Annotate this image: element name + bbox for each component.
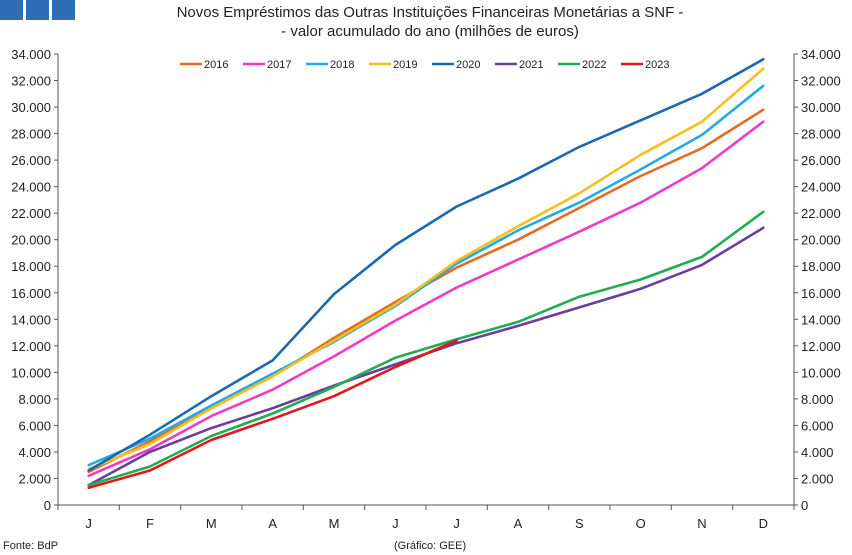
series-line-2019 <box>87 67 765 471</box>
y-tick-label-right: 30.000 <box>801 100 841 115</box>
y-tick-label-left: 18.000 <box>11 259 51 274</box>
y-tick-label-right: 0 <box>801 498 808 513</box>
y-tick-label-left: 20.000 <box>11 233 51 248</box>
y-tick-label-left: 32.000 <box>11 74 51 89</box>
logo-square <box>26 0 49 20</box>
y-tick-label-right: 22.000 <box>801 206 841 221</box>
y-tick-label-right: 8.000 <box>801 392 834 407</box>
y-tick-label-right: 16.000 <box>801 286 841 301</box>
x-tick-label: J <box>392 516 399 531</box>
source-note: Fonte: BdP <box>3 540 59 552</box>
x-tick-label: J <box>85 516 92 531</box>
chart-title-line-2: - valor acumulado do ano (milhões de eur… <box>281 23 579 40</box>
y-tick-label-left: 28.000 <box>11 127 51 142</box>
x-tick-label: A <box>514 516 523 531</box>
gee-logo <box>0 0 75 20</box>
y-tick-label-right: 28.000 <box>801 127 841 142</box>
y-tick-label-left: 4.000 <box>18 445 51 460</box>
y-tick-label-right: 20.000 <box>801 233 841 248</box>
y-tick-label-right: 34.000 <box>801 47 841 62</box>
y-tick-label-left: 2.000 <box>18 471 51 486</box>
y-tick-label-left: 16.000 <box>11 286 51 301</box>
y-tick-label-right: 6.000 <box>801 418 834 433</box>
series-line-2017 <box>87 120 765 478</box>
x-tick-label: F <box>146 516 154 531</box>
x-tick-label: J <box>453 516 460 531</box>
x-tick-label: N <box>697 516 706 531</box>
legend-label-2018: 2018 <box>330 59 354 71</box>
logo-square <box>0 0 23 20</box>
x-tick-label: D <box>759 516 768 531</box>
y-tick-label-right: 32.000 <box>801 74 841 89</box>
y-tick-label-left: 24.000 <box>11 180 51 195</box>
x-tick-label: M <box>329 516 340 531</box>
series-line-2020 <box>87 57 765 472</box>
legend-label-2020: 2020 <box>456 59 480 71</box>
y-tick-label-right: 24.000 <box>801 180 841 195</box>
y-tick-label-right: 18.000 <box>801 259 841 274</box>
x-tick-label: S <box>575 516 584 531</box>
y-tick-label-left: 22.000 <box>11 206 51 221</box>
y-tick-label-right: 2.000 <box>801 471 834 486</box>
y-tick-label-left: 30.000 <box>11 100 51 115</box>
legend-label-2021: 2021 <box>519 59 543 71</box>
y-tick-label-left: 0 <box>44 498 51 513</box>
legend-label-2022: 2022 <box>582 59 606 71</box>
chart-title-line-1: Novos Empréstimos das Outras Instituiçõe… <box>176 4 684 21</box>
chart-title: Novos Empréstimos das Outras Instituiçõe… <box>120 3 740 41</box>
legend-label-2016: 2016 <box>204 59 228 71</box>
y-tick-label-left: 12.000 <box>11 339 51 354</box>
y-tick-label-left: 6.000 <box>18 418 51 433</box>
y-tick-label-right: 26.000 <box>801 153 841 168</box>
series-line-2018 <box>87 84 765 467</box>
y-tick-label-right: 4.000 <box>801 445 834 460</box>
y-tick-label-left: 10.000 <box>11 365 51 380</box>
x-tick-label: O <box>636 516 646 531</box>
legend-label-2023: 2023 <box>645 59 669 71</box>
y-tick-label-left: 14.000 <box>11 312 51 327</box>
series-line-2023 <box>87 339 459 490</box>
y-tick-label-left: 26.000 <box>11 153 51 168</box>
y-tick-label-left: 8.000 <box>18 392 51 407</box>
y-tick-label-right: 10.000 <box>801 365 841 380</box>
y-tick-label-left: 34.000 <box>11 47 51 62</box>
x-tick-label: A <box>268 516 277 531</box>
x-tick-label: M <box>206 516 217 531</box>
legend-label-2017: 2017 <box>267 59 291 71</box>
credit-note: (Gráfico: GEE) <box>394 540 467 552</box>
y-tick-label-right: 14.000 <box>801 312 841 327</box>
logo-square <box>52 0 75 20</box>
y-tick-label-right: 12.000 <box>801 339 841 354</box>
series-line-2022 <box>87 210 765 487</box>
legend-label-2019: 2019 <box>393 59 417 71</box>
